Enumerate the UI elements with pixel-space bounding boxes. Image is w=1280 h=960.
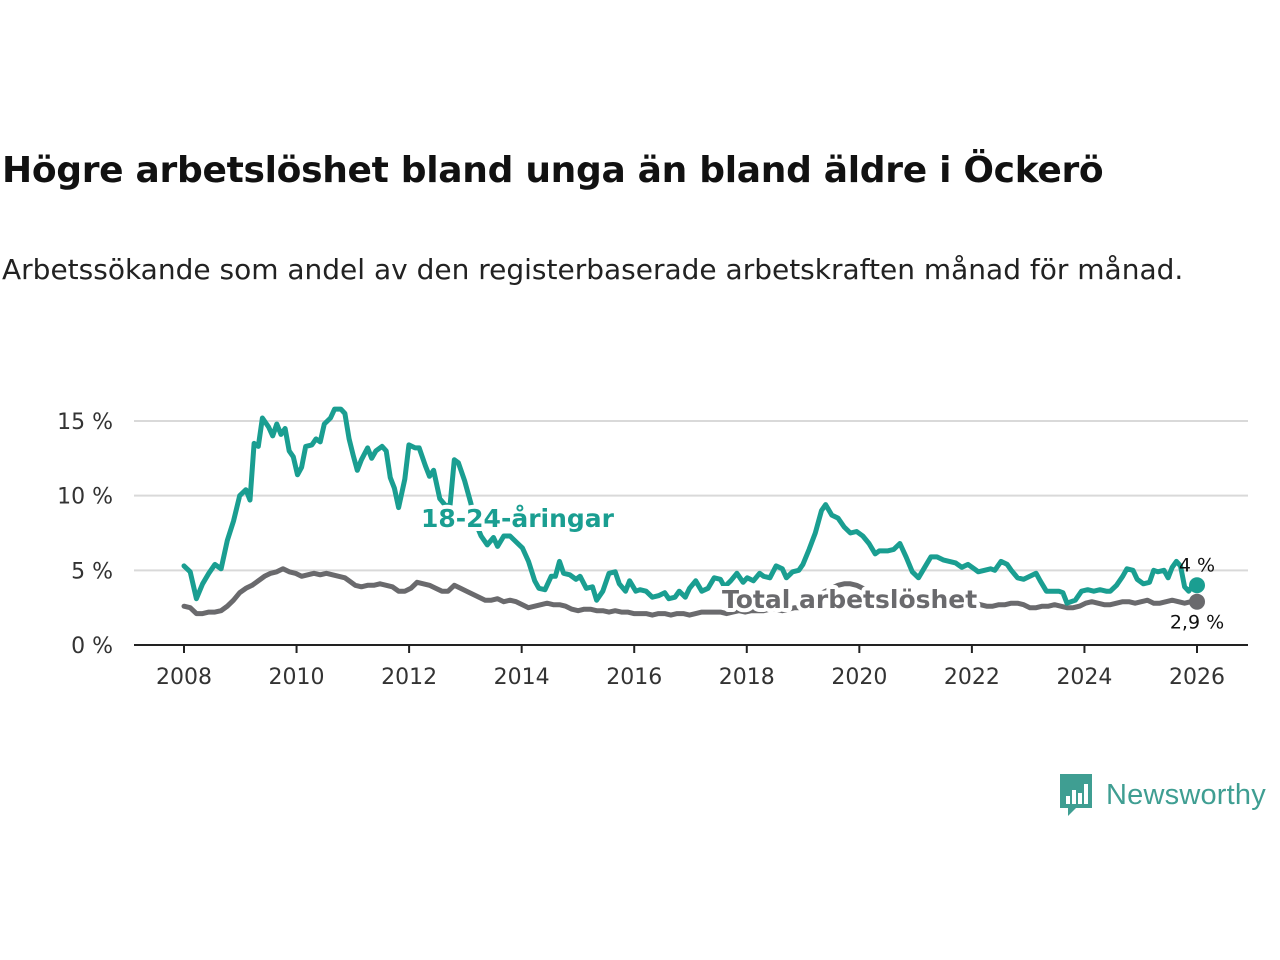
grid-lines [134,420,1248,572]
series-label-youth: 18-24-åringar [421,504,615,533]
x-tick-label: 2014 [494,665,550,690]
series-lines [181,406,1205,618]
end-label-total: 2,9 % [1170,612,1224,634]
x-tick-label: 2010 [269,665,325,690]
y-axis-ticks: 0 % 5 % 10 % 15 % [57,410,113,659]
end-label-youth: 4 % [1179,554,1215,576]
y-tick-label: 0 % [71,634,113,659]
newsworthy-logo[interactable]: Newsworthy [1058,772,1266,818]
x-axis-ticks: 2008 2010 2012 2014 2016 2018 2020 2022 2024 2026 [134,644,1248,690]
chart-title: Högre arbetslöshet bland unga än bland ä… [2,150,1104,191]
x-tick-label: 2016 [606,665,662,690]
end-dot-total [1189,593,1205,610]
chart-subtitle: Arbetssökande som andel av den registerb… [2,253,1184,286]
x-tick-label: 2026 [1169,665,1225,690]
y-tick-label: 15 % [57,410,113,435]
x-tick-label: 2022 [944,665,1000,690]
series-label-total-halo: Total arbetslöshet [722,585,977,614]
x-tick-label: 2020 [831,665,887,690]
x-tick-label: 2024 [1056,665,1112,690]
newsworthy-logo-icon [1060,774,1092,816]
y-tick-label: 10 % [57,485,113,510]
y-tick-label: 5 % [71,559,113,584]
end-dot-youth [1189,577,1205,594]
series-line-total [181,566,1200,618]
brand-name: Newsworthy [1106,778,1266,811]
x-tick-label: 2008 [156,665,212,690]
series-label-youth-halo: 18-24-åringar [421,504,615,533]
series-line-youth [181,406,1200,606]
series-label-total: Total arbetslöshet [722,585,977,614]
x-tick-label: 2012 [381,665,437,690]
line-chart: 0 %5 %10 %15 % 2008 2010 2012 2014 2016 2018 2… [57,406,1248,690]
x-tick-label: 2018 [719,665,775,690]
